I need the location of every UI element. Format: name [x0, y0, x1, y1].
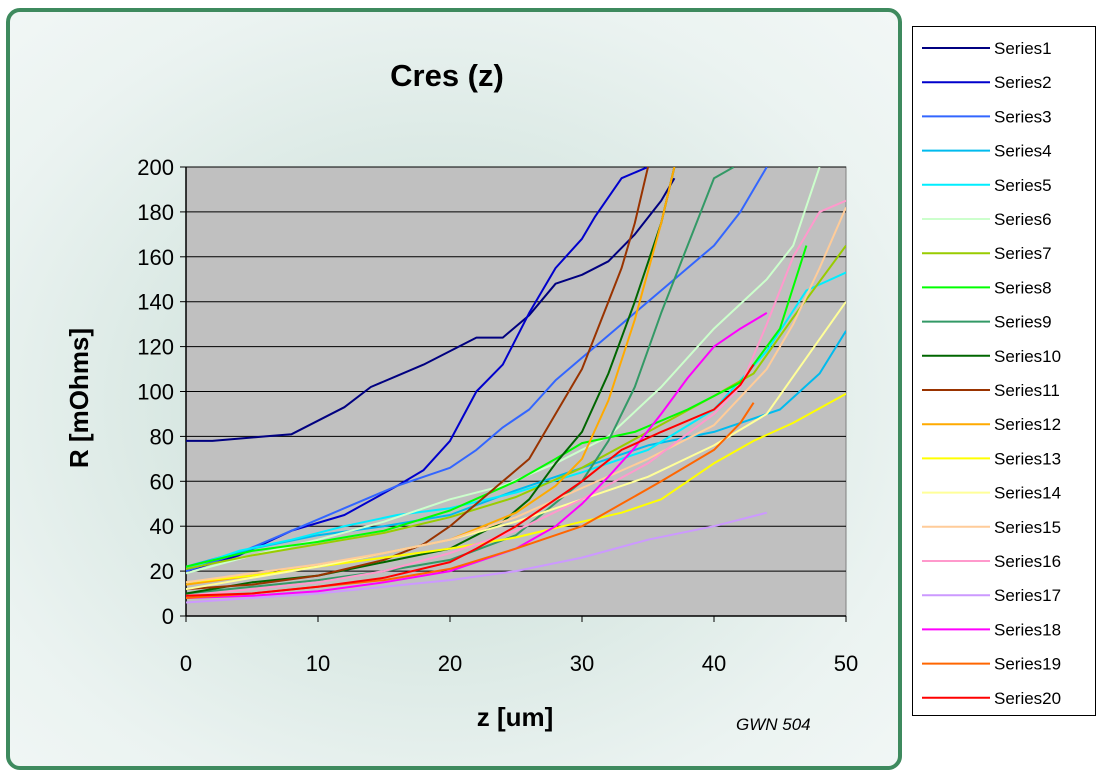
x-tick-label: 0 [180, 651, 192, 676]
legend-label-9: Series9 [994, 313, 1052, 332]
legend-label-17: Series17 [994, 586, 1061, 605]
legend-label-12: Series12 [994, 415, 1061, 434]
legend-label-10: Series10 [994, 347, 1061, 366]
series-line-20 [186, 364, 755, 597]
series-line-15 [186, 207, 846, 584]
y-tick-label: 200 [137, 155, 174, 180]
legend-label-19: Series19 [994, 655, 1061, 674]
legend [912, 26, 1096, 716]
legend-label-18: Series18 [994, 620, 1061, 639]
y-tick-label: 180 [137, 200, 174, 225]
series-line-14 [186, 301, 846, 591]
y-tick-label: 0 [162, 604, 174, 629]
y-tick-label: 100 [137, 380, 174, 405]
series-line-16 [186, 199, 846, 597]
series-line-11 [186, 167, 649, 591]
series-line-18 [186, 312, 768, 599]
series-line-3 [186, 167, 768, 573]
plot-area: 0 20 40 60 80 100 120 140 160 180 200 0 10 20 30 40 50 [137, 155, 858, 676]
y-tick-label: 40 [150, 514, 174, 539]
legend-label-3: Series3 [994, 107, 1052, 126]
legend-label-16: Series16 [994, 552, 1061, 571]
series-line-1 [186, 177, 676, 442]
chart-title: Cres (z) [390, 58, 504, 93]
legend-label-6: Series6 [994, 210, 1052, 229]
legend-label-1: Series1 [994, 39, 1052, 58]
y-tick-label: 160 [137, 245, 174, 270]
y-tick-label: 20 [150, 559, 174, 584]
annotation-label: GWN 504 [736, 715, 811, 734]
x-tick-label: 40 [702, 651, 726, 676]
legend-label-14: Series14 [994, 484, 1061, 503]
x-axis-label: z [um] [477, 702, 554, 732]
x-tick-label: 20 [438, 651, 462, 676]
legend-label-4: Series4 [994, 142, 1052, 161]
y-axis-label: R [mOhms] [64, 328, 94, 468]
series-line-2 [186, 167, 649, 573]
series-line-4 [186, 330, 846, 568]
legend-label-7: Series7 [994, 244, 1052, 263]
y-tick-label: 140 [137, 290, 174, 315]
legend-label-5: Series5 [994, 176, 1052, 195]
series-lines [186, 167, 846, 604]
legend-label-15: Series15 [994, 518, 1061, 537]
x-tick-label: 50 [834, 651, 858, 676]
series-line-8 [186, 245, 808, 568]
y-tick-label: 120 [137, 335, 174, 360]
legend-label-8: Series8 [994, 278, 1052, 297]
legend-entries: Series1 Series2 Series3 Series4 Series5 Serie… [922, 39, 1061, 708]
y-tick-label: 80 [150, 424, 174, 449]
legend-label-11: Series11 [994, 381, 1060, 400]
legend-label-20: Series20 [994, 689, 1061, 708]
series-line-17 [186, 511, 768, 604]
x-tick-label: 30 [570, 651, 594, 676]
legend-label-2: Series2 [994, 73, 1052, 92]
legend-label-13: Series13 [994, 449, 1061, 468]
x-tick-label: 10 [306, 651, 330, 676]
series-line-7 [186, 245, 846, 570]
series-line-5 [186, 271, 846, 570]
y-tick-label: 60 [150, 469, 174, 494]
